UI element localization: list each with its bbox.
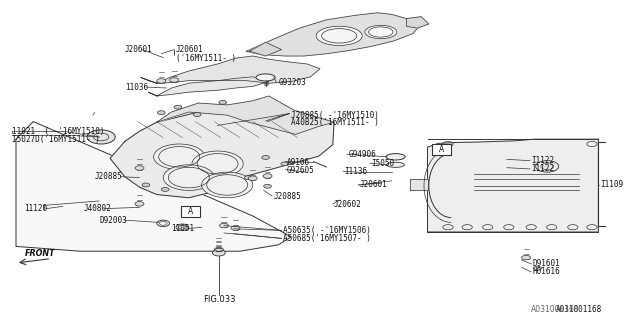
Text: A031001168: A031001168: [531, 305, 580, 314]
Polygon shape: [141, 56, 320, 83]
Circle shape: [170, 78, 179, 82]
FancyBboxPatch shape: [432, 144, 451, 155]
Polygon shape: [406, 17, 429, 28]
Polygon shape: [428, 139, 598, 232]
Ellipse shape: [316, 26, 362, 45]
Polygon shape: [148, 77, 269, 96]
Circle shape: [87, 130, 115, 144]
FancyBboxPatch shape: [181, 206, 200, 217]
Circle shape: [157, 111, 165, 115]
Text: I5050: I5050: [371, 159, 394, 168]
Circle shape: [263, 174, 272, 178]
Text: J20601: J20601: [176, 45, 204, 54]
Polygon shape: [157, 96, 334, 134]
Text: G93203: G93203: [278, 78, 306, 87]
Circle shape: [161, 188, 169, 191]
Circle shape: [157, 220, 170, 227]
Circle shape: [193, 113, 201, 116]
Text: A9106: A9106: [287, 158, 310, 167]
Text: I1109: I1109: [600, 180, 623, 189]
Text: J20602: J20602: [334, 200, 362, 209]
Circle shape: [212, 250, 225, 256]
Text: D91601: D91601: [532, 260, 560, 268]
Ellipse shape: [387, 162, 404, 167]
Text: A50685('16MY1507- ): A50685('16MY1507- ): [283, 234, 371, 243]
Text: A50635( -'16MY1506): A50635( -'16MY1506): [283, 226, 371, 235]
Polygon shape: [16, 122, 291, 251]
Text: H01616: H01616: [532, 268, 560, 276]
Text: A031001168: A031001168: [556, 305, 602, 314]
Circle shape: [174, 105, 182, 109]
Circle shape: [163, 165, 214, 190]
Circle shape: [522, 255, 531, 260]
Circle shape: [135, 202, 144, 206]
Circle shape: [214, 250, 224, 255]
Circle shape: [220, 223, 228, 228]
Circle shape: [219, 100, 227, 104]
Circle shape: [534, 266, 541, 270]
Polygon shape: [110, 105, 334, 198]
Text: I1122: I1122: [531, 164, 554, 173]
Circle shape: [264, 184, 271, 188]
Text: J20885: J20885: [95, 172, 122, 181]
Circle shape: [536, 161, 559, 172]
Text: J20601: J20601: [125, 45, 152, 54]
Polygon shape: [246, 13, 419, 56]
Text: A: A: [188, 207, 193, 216]
Circle shape: [214, 247, 223, 252]
Text: J20885( -'16MY1510): J20885( -'16MY1510): [291, 111, 379, 120]
Circle shape: [176, 224, 189, 230]
Circle shape: [157, 79, 166, 83]
Text: FIG.033: FIG.033: [203, 295, 235, 304]
Text: ('16MY1511- ): ('16MY1511- ): [176, 54, 236, 63]
Text: I1122: I1122: [531, 156, 554, 165]
Ellipse shape: [256, 74, 275, 81]
Text: 11021  ( -'16MY1510): 11021 ( -'16MY1510): [12, 127, 104, 136]
Circle shape: [142, 183, 150, 187]
Text: G92605: G92605: [287, 166, 314, 175]
Circle shape: [281, 162, 289, 166]
Circle shape: [244, 176, 252, 180]
Circle shape: [135, 166, 144, 170]
Circle shape: [248, 176, 257, 180]
Ellipse shape: [365, 25, 397, 39]
Text: A: A: [439, 145, 444, 154]
Text: 11120: 11120: [24, 204, 47, 213]
Text: I1136: I1136: [344, 167, 367, 176]
Circle shape: [192, 151, 243, 177]
Circle shape: [262, 156, 269, 159]
Text: D92003: D92003: [99, 216, 127, 225]
Text: I5027D('16MY1511- ): I5027D('16MY1511- ): [12, 135, 99, 144]
Circle shape: [154, 144, 205, 170]
Polygon shape: [250, 42, 282, 56]
Text: J20885: J20885: [274, 192, 301, 201]
Text: G94906: G94906: [349, 150, 376, 159]
Ellipse shape: [386, 154, 405, 160]
Polygon shape: [410, 179, 428, 190]
Text: 11051: 11051: [172, 224, 195, 233]
Text: 11036: 11036: [125, 83, 148, 92]
Text: J40802: J40802: [83, 204, 111, 213]
Text: FRONT: FRONT: [24, 249, 55, 258]
Circle shape: [231, 226, 240, 230]
Circle shape: [202, 172, 253, 198]
Text: A40B25('16MY1511- ): A40B25('16MY1511- ): [291, 118, 379, 127]
Text: J20601: J20601: [360, 180, 387, 189]
